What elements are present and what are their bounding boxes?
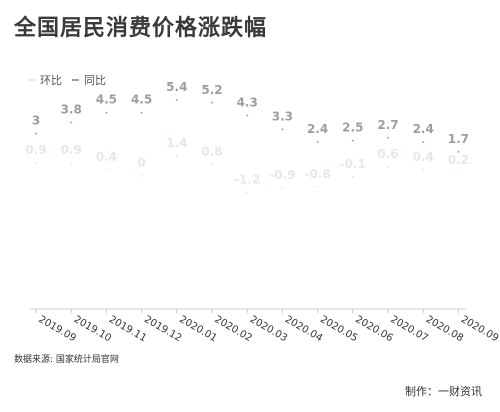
- yoy-data-label: 3.8: [61, 102, 82, 116]
- mom-point: [281, 187, 284, 190]
- yoy-data-label: 4.5: [131, 93, 152, 107]
- x-tick-label: 2020.08: [424, 314, 465, 344]
- yoy-point: [457, 150, 460, 153]
- mom-data-label: 0.9: [25, 143, 46, 157]
- mom-data-label: 0: [137, 156, 145, 170]
- yoy-data-label: 5.2: [201, 83, 222, 97]
- mom-data-label: 0.4: [413, 150, 434, 164]
- mom-point: [457, 171, 460, 174]
- x-tick-label: 2020.02: [213, 314, 254, 344]
- mom-point: [351, 176, 354, 178]
- mom-point: [387, 166, 389, 169]
- mom-point: [105, 169, 108, 171]
- yoy-point: [351, 139, 354, 142]
- mom-point: [211, 163, 213, 166]
- yoy-data-label: 2.5: [342, 121, 363, 135]
- x-tick-label: 2019.12: [142, 314, 183, 344]
- yoy-point: [281, 128, 284, 131]
- x-tick-label: 2019.10: [72, 314, 113, 344]
- x-tick-label: 2020.05: [318, 314, 359, 344]
- mom-data-label: 0.8: [201, 144, 222, 158]
- yoy-point: [246, 114, 249, 117]
- mom-data-label: 1.4: [166, 136, 187, 150]
- mom-point: [35, 162, 37, 164]
- legend: 环比 同比: [28, 72, 106, 88]
- yoy-data-label: 2.7: [377, 118, 398, 132]
- mom-data-label: -0.1: [340, 157, 366, 171]
- yoy-point: [105, 111, 108, 114]
- yoy-point: [70, 121, 73, 124]
- yoy-data-label: 4.5: [96, 93, 117, 107]
- x-tick-label: 2019.11: [107, 314, 148, 344]
- yoy-data-label: 2.4: [413, 122, 434, 136]
- x-tick-label: 2019.09: [37, 314, 78, 344]
- mom-point: [316, 185, 319, 188]
- mom-data-label: -1.2: [234, 172, 260, 186]
- yoy-point: [211, 101, 213, 104]
- legend-swatch-mom: [28, 79, 35, 81]
- credit: 制作：一财资讯: [405, 385, 482, 398]
- mom-point: [175, 155, 178, 157]
- x-tick-label: 2020.06: [353, 314, 394, 344]
- legend-swatch-yoy: [72, 79, 79, 81]
- mom-point: [246, 191, 249, 194]
- yoy-data-label: 1.7: [448, 132, 469, 146]
- legend-label-yoy: 同比: [84, 74, 106, 87]
- legend-label-mom: 环比: [40, 74, 62, 87]
- x-tick-label: 2020.01: [177, 314, 218, 344]
- mom-point: [422, 169, 425, 171]
- mom-data-label: 0.9: [61, 143, 82, 157]
- mom-data-label: -0.8: [304, 167, 330, 181]
- x-tick-label: 2020.03: [248, 314, 289, 344]
- mom-data-label: -0.9: [269, 168, 295, 182]
- yoy-point: [35, 132, 37, 135]
- data-source: 数据来源: 国家统计局官网: [14, 355, 119, 365]
- x-tick-label: 2020.09: [459, 314, 500, 344]
- chart-title: 全国居民消费价格涨跌幅: [14, 16, 268, 41]
- yoy-point: [140, 111, 143, 114]
- mom-data-label: 0.6: [377, 147, 398, 161]
- mom-data-label: 0.4: [96, 150, 117, 164]
- x-tick-label: 2020.04: [283, 314, 324, 344]
- x-tick-label: 2020.07: [389, 314, 430, 344]
- legend-item-mom: 环比: [28, 72, 62, 88]
- yoy-point: [175, 99, 178, 101]
- yoy-data-label: 3: [32, 114, 40, 128]
- mom-data-label: 0.2: [448, 153, 469, 167]
- yoy-point: [422, 141, 425, 143]
- yoy-data-label: 2.4: [307, 122, 328, 136]
- yoy-data-label: 3.3: [272, 109, 293, 123]
- legend-item-yoy: 同比: [72, 72, 106, 88]
- yoy-point: [316, 141, 319, 143]
- mom-point: [140, 174, 143, 177]
- mom-point: [70, 162, 73, 164]
- yoy-data-label: 5.4: [166, 80, 187, 94]
- yoy-data-label: 4.3: [237, 95, 258, 109]
- yoy-point: [387, 136, 389, 139]
